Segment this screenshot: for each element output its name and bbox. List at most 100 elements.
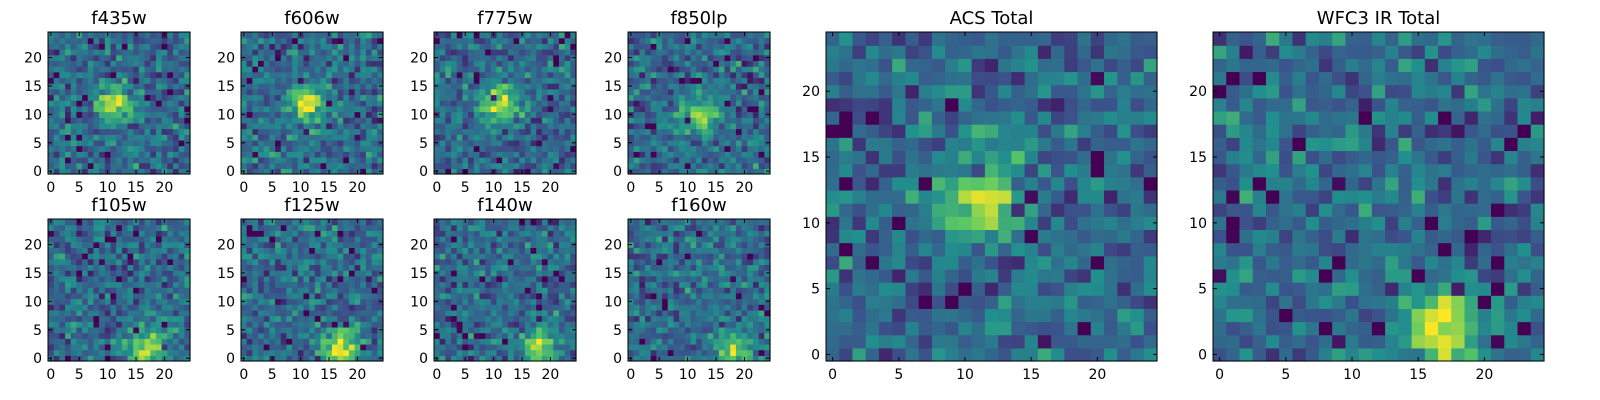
heatmap-cell [116, 117, 123, 124]
heatmap-cell [155, 162, 163, 169]
heatmap-cell [116, 264, 123, 271]
heatmap-cell [365, 292, 373, 300]
heatmap-cell [172, 105, 180, 113]
heatmap-cell [127, 43, 134, 50]
heatmap-cell [564, 100, 571, 107]
heatmap-cell [547, 43, 554, 50]
heatmap-cell [241, 343, 248, 351]
heatmap-cell [275, 151, 282, 158]
heatmap-cell [65, 321, 72, 328]
heatmap-cell [445, 151, 452, 158]
heatmap-cell [59, 111, 66, 118]
heatmap-cell [354, 309, 361, 317]
heatmap-cell [269, 122, 276, 130]
heatmap-cell [76, 54, 83, 61]
heatmap-cell [337, 134, 344, 141]
heatmap-cell [155, 236, 163, 243]
heatmap-cell [718, 298, 726, 305]
heatmap-cell [570, 128, 577, 135]
heatmap-cell [628, 49, 635, 56]
heatmap-cell [138, 275, 146, 283]
heatmap-cell [371, 168, 378, 175]
heatmap-cell [633, 321, 640, 328]
heatmap-cell [741, 54, 748, 61]
heatmap-cell [451, 156, 458, 164]
heatmap-cell [172, 88, 180, 96]
heatmap-cell [263, 224, 270, 231]
heatmap-cell [650, 105, 657, 113]
heatmap-cell [730, 326, 737, 334]
heatmap-cell [65, 270, 72, 277]
heatmap-cell [439, 224, 446, 231]
heatmap-cell [530, 281, 537, 288]
heatmap-cell [104, 258, 112, 266]
heatmap-cell [184, 349, 191, 356]
heatmap-cell [121, 315, 129, 322]
heatmap-cell [82, 117, 89, 124]
heatmap-cell [707, 298, 714, 305]
heatmap-cell [439, 270, 446, 277]
heatmap-cell [167, 66, 174, 73]
heatmap-cell [343, 241, 350, 248]
heatmap-cell [456, 343, 463, 351]
heatmap-cell [314, 292, 322, 300]
heatmap-cell [314, 281, 322, 288]
heatmap-cell [70, 332, 77, 339]
heatmap-cell [337, 355, 344, 362]
heatmap-cell [730, 168, 737, 175]
heatmap-cell [439, 355, 446, 362]
heatmap-cell [82, 122, 89, 130]
heatmap-cell [690, 156, 697, 164]
heatmap-cell [365, 134, 373, 141]
heatmap-cell [724, 326, 731, 334]
heatmap-cell [121, 128, 129, 135]
heatmap-cell [263, 43, 270, 50]
heatmap-cell [530, 71, 537, 79]
axes-frame [433, 218, 577, 362]
heatmap-cell [252, 43, 259, 50]
heatmap-cell [735, 94, 743, 101]
heatmap-cell [314, 105, 322, 113]
heatmap-cell [485, 162, 492, 169]
y-tick-label: 5 [613, 136, 622, 152]
heatmap-cell [184, 230, 191, 237]
heatmap-cell [297, 309, 305, 317]
heatmap-cell [513, 111, 520, 118]
heatmap-cell [348, 145, 356, 152]
heatmap-cell [360, 105, 367, 113]
heatmap-cell [377, 100, 384, 107]
heatmap-cell [286, 315, 293, 322]
heatmap-cell [456, 247, 463, 254]
heatmap-cell [541, 258, 549, 266]
heatmap-cell [696, 168, 703, 175]
heatmap-cell [462, 49, 469, 56]
heatmap-cell [76, 66, 83, 73]
heatmap-cell [252, 32, 259, 39]
heatmap-cell [507, 117, 515, 124]
heatmap-cell [456, 162, 463, 169]
heatmap-cell [326, 304, 333, 311]
heatmap-cell [667, 32, 675, 39]
heatmap-cell [70, 37, 77, 44]
heatmap-cell [252, 253, 259, 260]
heatmap-cell [439, 139, 446, 147]
heatmap-cell [758, 275, 765, 283]
heatmap-cell [445, 134, 452, 141]
heatmap-cell [360, 162, 367, 169]
heatmap-cell [93, 94, 100, 101]
heatmap-cell [701, 162, 709, 169]
heatmap-cell [48, 88, 55, 96]
heatmap-cell [155, 321, 163, 328]
heatmap-cell [138, 264, 146, 271]
heatmap-cell [673, 275, 680, 283]
heatmap-cell [473, 156, 481, 164]
heatmap-cell [269, 111, 276, 118]
heatmap-cell [628, 94, 635, 101]
heatmap-cell [758, 162, 765, 169]
heatmap-cell [314, 270, 322, 277]
heatmap-cell [326, 117, 333, 124]
x-tick-label: 15 [127, 180, 145, 196]
heatmap-cell [138, 60, 146, 67]
heatmap-cell [303, 292, 310, 300]
heatmap-cell [184, 343, 191, 351]
